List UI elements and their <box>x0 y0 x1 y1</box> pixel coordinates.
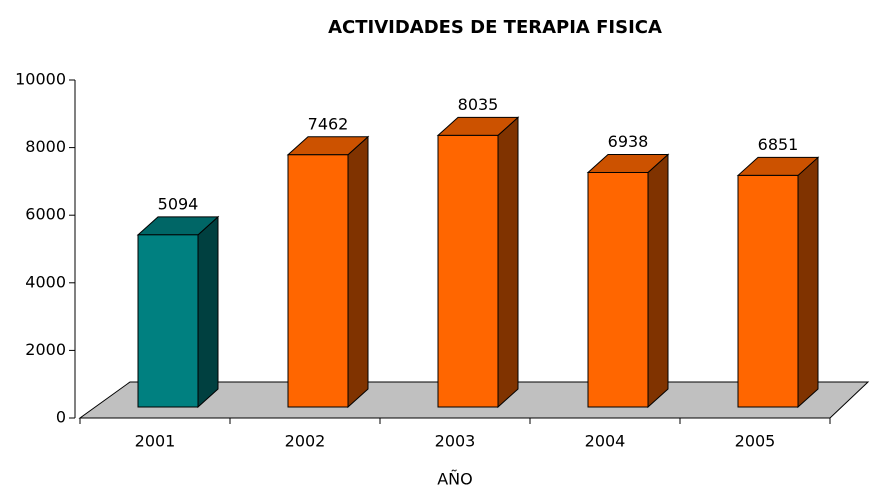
x-tick-label: 2001 <box>135 432 176 451</box>
bar-side <box>497 116 519 409</box>
x-axis-label: AÑO <box>437 470 473 488</box>
value-label: 6938 <box>608 132 649 151</box>
x-tick-label: 2005 <box>735 432 776 451</box>
value-label: 8035 <box>458 95 499 114</box>
bar <box>437 134 499 408</box>
y-tick-label: 4000 <box>25 272 66 291</box>
x-tick-label: 2003 <box>435 432 476 451</box>
value-label: 6851 <box>758 135 799 154</box>
bar <box>137 234 199 408</box>
x-tick-label: 2004 <box>585 432 626 451</box>
value-label: 5094 <box>158 194 199 213</box>
y-tick-label: 0 <box>56 408 66 427</box>
x-tick-label: 2002 <box>285 432 326 451</box>
y-tick-label: 10000 <box>15 70 66 89</box>
value-label: 7462 <box>308 114 349 133</box>
bar-side <box>647 153 669 409</box>
chart-title: ACTIVIDADES DE TERAPIA FISICA <box>328 17 662 38</box>
y-tick-label: 6000 <box>25 205 66 224</box>
y-tick-label: 8000 <box>25 137 66 156</box>
y-tick-label: 2000 <box>25 340 66 359</box>
bar-side <box>347 135 369 409</box>
bar <box>287 154 349 408</box>
bar <box>737 174 799 408</box>
bar <box>587 171 649 408</box>
bar-side <box>797 156 819 409</box>
bar-side <box>197 215 219 409</box>
